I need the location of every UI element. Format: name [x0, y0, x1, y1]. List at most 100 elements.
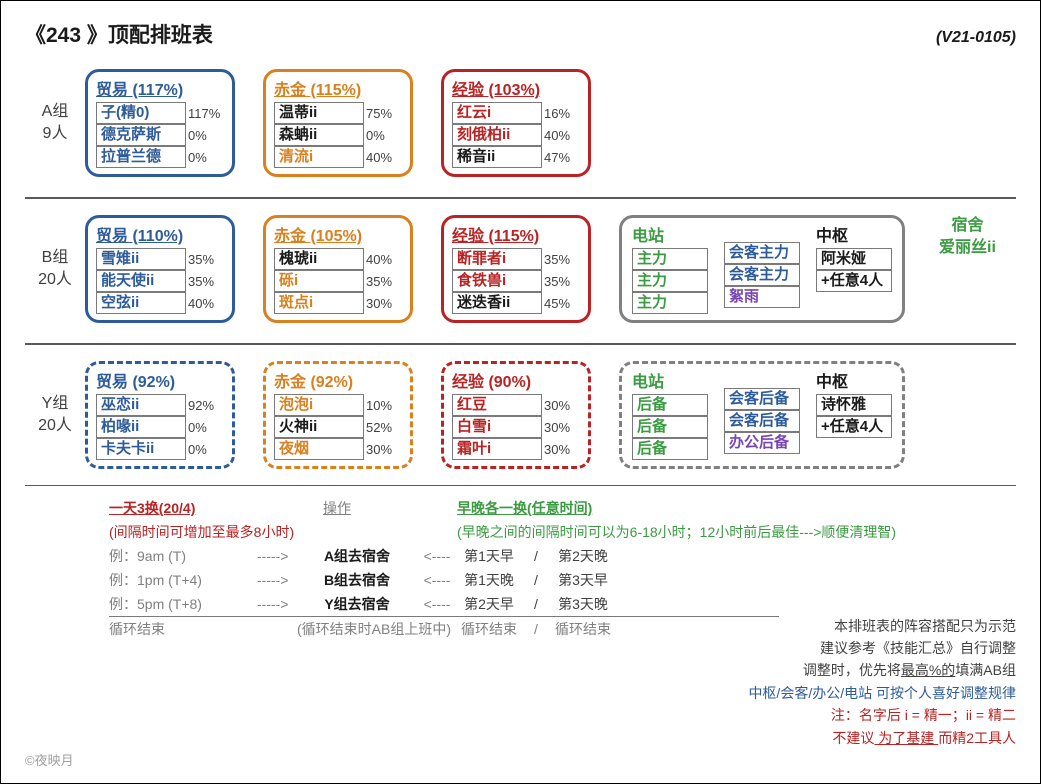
station-slot: 后备 [632, 394, 708, 416]
op-pct: 0% [186, 150, 224, 165]
reception-slot: 会客主力 [724, 264, 800, 286]
group-a-label: A组 [25, 101, 85, 123]
group-b-extra-box: 电站 主力 主力 主力 会客主力 会客主力 絮雨 中枢 阿米娅 +任意4人 [619, 215, 905, 323]
group-y-count: 20人 [25, 415, 85, 437]
sched-op-head: 操作 [257, 498, 417, 518]
sched-op: Y组去宿舍 [297, 594, 417, 614]
sched-d1: 第1天晚 [457, 570, 521, 590]
version-label: (V21-0105) [936, 29, 1016, 47]
sched-op: B组去宿舍 [297, 570, 417, 590]
op-pct: 35% [186, 252, 224, 267]
group-b-row: B组 20人 贸易 (110%) 雪雉ii35% 能天使ii35% 空弦ii40… [25, 213, 1016, 333]
dorm-note: 宿舍 爱丽丝ii [939, 215, 996, 260]
op-name: 红豆 [452, 394, 542, 416]
op-pct: 35% [542, 274, 580, 289]
op-pct: 30% [364, 442, 402, 457]
trade-title: 贸易 (117%) [96, 76, 224, 102]
op-name: 德克萨斯 [96, 124, 186, 146]
op-pct: 92% [186, 398, 224, 413]
station-slot: 主力 [632, 292, 708, 314]
op-name: 空弦ii [96, 292, 186, 314]
group-a-count: 9人 [25, 123, 85, 145]
reception-slot: 会客后备 [724, 410, 800, 432]
op-name: 刻俄柏ii [452, 124, 542, 146]
group-b-gold-box: 赤金 (105%) 槐琥ii40% 砾i35% 斑点i30% [263, 215, 413, 323]
note-line: 本排班表的阵容搭配只为示范 [748, 615, 1016, 637]
sched-right-sub: (早晚之间的间隔时间可以为6-18小时；12小时前后最佳--->顺便清理智) [457, 522, 896, 542]
station-slot: 后备 [632, 438, 708, 460]
op-pct: 45% [542, 296, 580, 311]
sched-time: 例：9am (T) [109, 546, 257, 566]
group-y-exp-box: 经验 (90%) 红豆30% 白雪i30% 霜叶i30% [441, 361, 591, 469]
group-y-label: Y组 [25, 393, 85, 415]
center-head: 中枢 [816, 222, 892, 248]
station-head: 电站 [632, 368, 708, 394]
group-y-row: Y组 20人 贸易 (92%) 巫恋ii92% 柏喙ii0% 卡夫卡ii0% 赤… [25, 359, 1016, 479]
op-name: 白雪i [452, 416, 542, 438]
group-b-exp-box: 经验 (115%) 断罪者i35% 食铁兽i35% 迷迭香ii45% [441, 215, 591, 323]
op-pct: 117% [186, 106, 224, 121]
sched-op: A组去宿舍 [297, 546, 417, 566]
group-b-trade-box: 贸易 (110%) 雪雉ii35% 能天使ii35% 空弦ii40% [85, 215, 235, 323]
sched-end: 循环结束 [551, 619, 615, 639]
reception-slot: 会客后备 [724, 388, 800, 410]
gold-title: 赤金 (92%) [274, 368, 402, 394]
group-a-trade-box: 贸易 (117%) 子(精0)117% 德克萨斯0% 拉普兰德0% [85, 69, 235, 177]
center-slot: 阿米娅 [816, 248, 892, 270]
op-pct: 30% [542, 398, 580, 413]
station-slot: 后备 [632, 416, 708, 438]
sched-time: 例：5pm (T+8) [109, 594, 257, 614]
arrow-left-icon: <---- [417, 596, 457, 612]
sched-d1: 第2天早 [457, 594, 521, 614]
exp-title: 经验 (115%) [452, 222, 580, 248]
gold-title: 赤金 (105%) [274, 222, 402, 248]
group-a-row: A组 9人 贸易 (117%) 子(精0)117% 德克萨斯0% 拉普兰德0% … [25, 67, 1016, 187]
op-pct: 40% [542, 128, 580, 143]
slash: / [521, 572, 551, 588]
note-line: 调整时，优先将最高%的填满AB组 [748, 659, 1016, 681]
note-line: 建议参考《技能汇总》自行调整 [748, 637, 1016, 659]
op-name: 红云i [452, 102, 542, 124]
divider [25, 197, 1016, 199]
op-name: 温蒂ii [274, 102, 364, 124]
copyright-label: ©夜映月 [25, 750, 74, 769]
trade-title: 贸易 (92%) [96, 368, 224, 394]
reception-slot: 会客主力 [724, 242, 800, 264]
reception-slot: 絮雨 [724, 286, 800, 308]
group-y-gold-box: 赤金 (92%) 泡泡i10% 火神ii52% 夜烟30% [263, 361, 413, 469]
sched-d2: 第3天早 [551, 570, 615, 590]
op-name: 斑点i [274, 292, 364, 314]
op-pct: 52% [364, 420, 402, 435]
op-name: 霜叶i [452, 438, 542, 460]
op-pct: 0% [186, 128, 224, 143]
sched-right-title: 早晚各一换(任意时间) [457, 498, 592, 518]
sched-d2: 第3天晚 [551, 594, 615, 614]
sched-left-sub: (间隔时间可增加至最多8小时) [109, 522, 417, 542]
exp-title: 经验 (103%) [452, 76, 580, 102]
op-pct: 75% [364, 106, 402, 121]
op-pct: 47% [542, 150, 580, 165]
center-slot: +任意4人 [816, 416, 892, 438]
op-pct: 0% [186, 420, 224, 435]
note-line: 不建议 为了基建 而精2工具人 [748, 727, 1016, 749]
note-line: 中枢/会客/办公/电站 可按个人喜好调整规律 [748, 682, 1016, 704]
op-name: 火神ii [274, 416, 364, 438]
center-slot: 诗怀雅 [816, 394, 892, 416]
center-head: 中枢 [816, 368, 892, 394]
op-name: 迷迭香ii [452, 292, 542, 314]
divider [25, 343, 1016, 345]
op-name: 槐琥ii [274, 248, 364, 270]
op-pct: 0% [364, 128, 402, 143]
op-pct: 30% [542, 442, 580, 457]
op-pct: 40% [364, 150, 402, 165]
sched-end-op: (循环结束时AB组上班中) [297, 619, 417, 639]
op-name: 砾i [274, 270, 364, 292]
group-y-trade-box: 贸易 (92%) 巫恋ii92% 柏喙ii0% 卡夫卡ii0% [85, 361, 235, 469]
reception-slot: 办公后备 [724, 432, 800, 454]
group-b-count: 20人 [25, 269, 85, 291]
op-name: 能天使ii [96, 270, 186, 292]
op-pct: 40% [364, 252, 402, 267]
op-pct: 35% [364, 274, 402, 289]
slash: / [521, 621, 551, 637]
group-b-label: B组 [25, 247, 85, 269]
